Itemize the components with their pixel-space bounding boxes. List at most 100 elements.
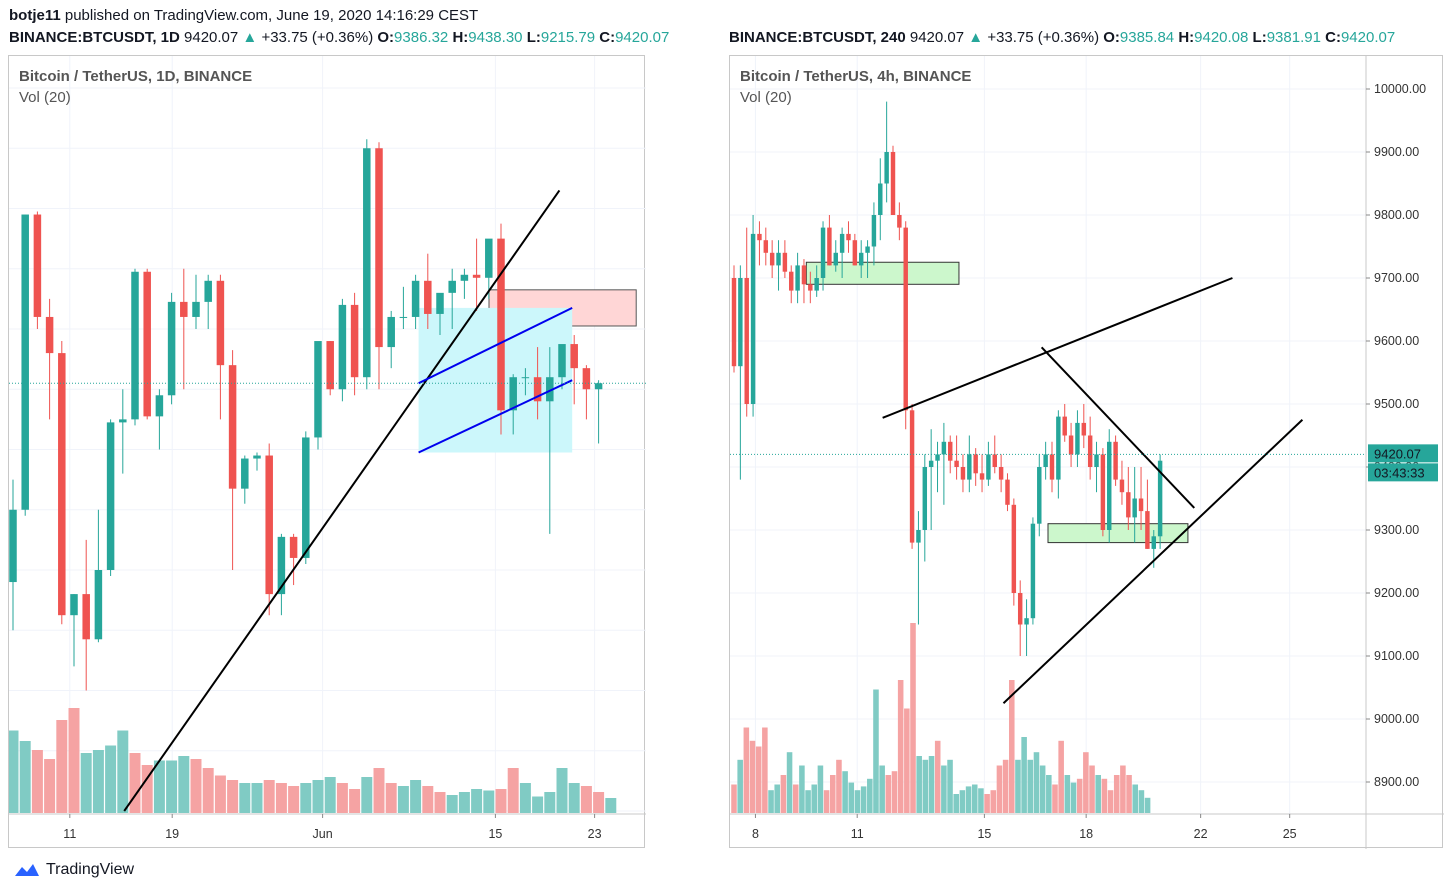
candle-body (865, 246, 870, 253)
last-price-tag: 9420.07 (1374, 446, 1421, 461)
right-symbol: BINANCE:BTCUSDT, 240 (729, 29, 906, 46)
left-open: 9386.32 (394, 29, 449, 46)
candle-body (1049, 454, 1055, 480)
candle-body (387, 316, 395, 348)
x-tick-label: 8 (752, 827, 759, 841)
candle-body (533, 377, 542, 402)
volume-bar (953, 794, 960, 813)
candle-body (497, 238, 505, 411)
right-open: 9385.84 (1119, 29, 1175, 46)
candle-body (1151, 536, 1156, 549)
candle-body (1081, 422, 1087, 436)
volume-bar (92, 750, 104, 813)
volume-bar (786, 752, 793, 813)
trendline (1040, 346, 1196, 509)
candle-body (363, 148, 371, 378)
volume-bar (792, 784, 799, 813)
up-triangle-icon: ▲ (242, 29, 258, 46)
volume-bar (1083, 752, 1089, 813)
volume-bar (1126, 775, 1132, 813)
candle-body (820, 227, 826, 278)
candle-body (82, 594, 90, 640)
candle-body (1107, 441, 1112, 530)
volume-bar (593, 792, 605, 813)
up-triangle-icon: ▲ (968, 29, 984, 46)
volume-bar (1027, 759, 1034, 813)
countdown-tag-bg (1368, 463, 1438, 482)
publisher-line: botje11 published on TradingView.com, Ju… (9, 7, 478, 24)
left-chart-panel[interactable]: 10400.0010200.0010000.009800.009600.0094… (8, 55, 646, 849)
volume-bar (823, 790, 830, 813)
candle-body (289, 536, 298, 558)
candle-body (1138, 498, 1144, 512)
candle-body (472, 274, 481, 278)
volume-bar (202, 768, 214, 813)
volume-bar (544, 792, 556, 813)
candle-body (192, 301, 200, 317)
y-tick-label: 10000.00 (1374, 82, 1426, 96)
volume-bar (44, 759, 56, 813)
candle-body (789, 271, 794, 291)
candle-body (967, 454, 972, 480)
candle-body (922, 467, 928, 530)
volume-bar (532, 796, 544, 813)
volume-bar (941, 765, 947, 813)
right-open-label: O: (1103, 29, 1120, 46)
volume-bar (990, 790, 997, 813)
candle-body (1132, 498, 1137, 518)
candle-body (155, 395, 164, 417)
candle-body (594, 383, 603, 390)
publisher-user[interactable]: botje11 (9, 7, 61, 24)
y-tick-label: 9200.00 (1374, 586, 1419, 600)
candle-body (1005, 479, 1010, 505)
volume-bar (227, 780, 239, 813)
volume-bar (434, 792, 446, 813)
x-tick-label: 11 (851, 827, 864, 841)
last-price-tag-bg (1368, 444, 1438, 463)
right-chart-panel[interactable]: 10000.00 9900.00 9800.00 9700.00 9600.00 9500… (729, 55, 1444, 849)
trendline (418, 307, 573, 385)
countdown-tag: 03:43:33 (1374, 465, 1425, 480)
candle-body (399, 316, 408, 318)
y-tick-label: 8900.00 (1374, 775, 1419, 789)
left-low-label: L: (526, 29, 541, 46)
x-tick-label: 22 (1194, 827, 1208, 841)
right-chart-svg[interactable]: 10000.00 9900.00 9800.00 9700.00 9600.00 9500… (730, 56, 1444, 849)
volume-bar (867, 778, 873, 813)
volume-bar (324, 777, 336, 813)
volume-bar (762, 727, 768, 813)
volume-bar (811, 784, 818, 813)
x-tick-label: 11 (63, 827, 76, 841)
tradingview-logo[interactable]: TradingView (12, 861, 134, 879)
candle-body (253, 455, 261, 459)
candle-body (750, 233, 756, 404)
left-chart-title: Bitcoin / TetherUS, 1D, BINANCE (19, 68, 253, 85)
candle-body (744, 278, 749, 404)
candle-body (1087, 435, 1093, 467)
candle-body (890, 152, 896, 215)
x-tick-label: 25 (1283, 827, 1297, 841)
candle-body (277, 536, 286, 595)
volume-bar (1002, 759, 1009, 813)
volume-bar (605, 798, 617, 813)
right-change: +33.75 (+0.36%) (987, 29, 1100, 46)
volume-bar (916, 756, 922, 813)
volume-bar (774, 784, 780, 813)
left-low: 9215.79 (540, 29, 596, 46)
volume-bar (117, 730, 129, 813)
candle-body (1068, 435, 1074, 455)
candle-body (795, 265, 800, 291)
volume-bar (934, 740, 941, 813)
y-tick-label: 9500.00 (1374, 397, 1419, 411)
candle-body (757, 233, 762, 241)
left-chart-svg[interactable]: 10400.0010200.0010000.009800.009600.0094… (9, 56, 646, 849)
candle-body (903, 227, 908, 411)
volume-bar (373, 768, 385, 813)
volume-bar (996, 765, 1003, 813)
volume-bar (897, 680, 904, 813)
candle-body (204, 280, 212, 302)
candle-body (731, 278, 737, 367)
candle-body (106, 422, 115, 570)
candle-body (738, 278, 743, 367)
candle-body (375, 148, 383, 348)
